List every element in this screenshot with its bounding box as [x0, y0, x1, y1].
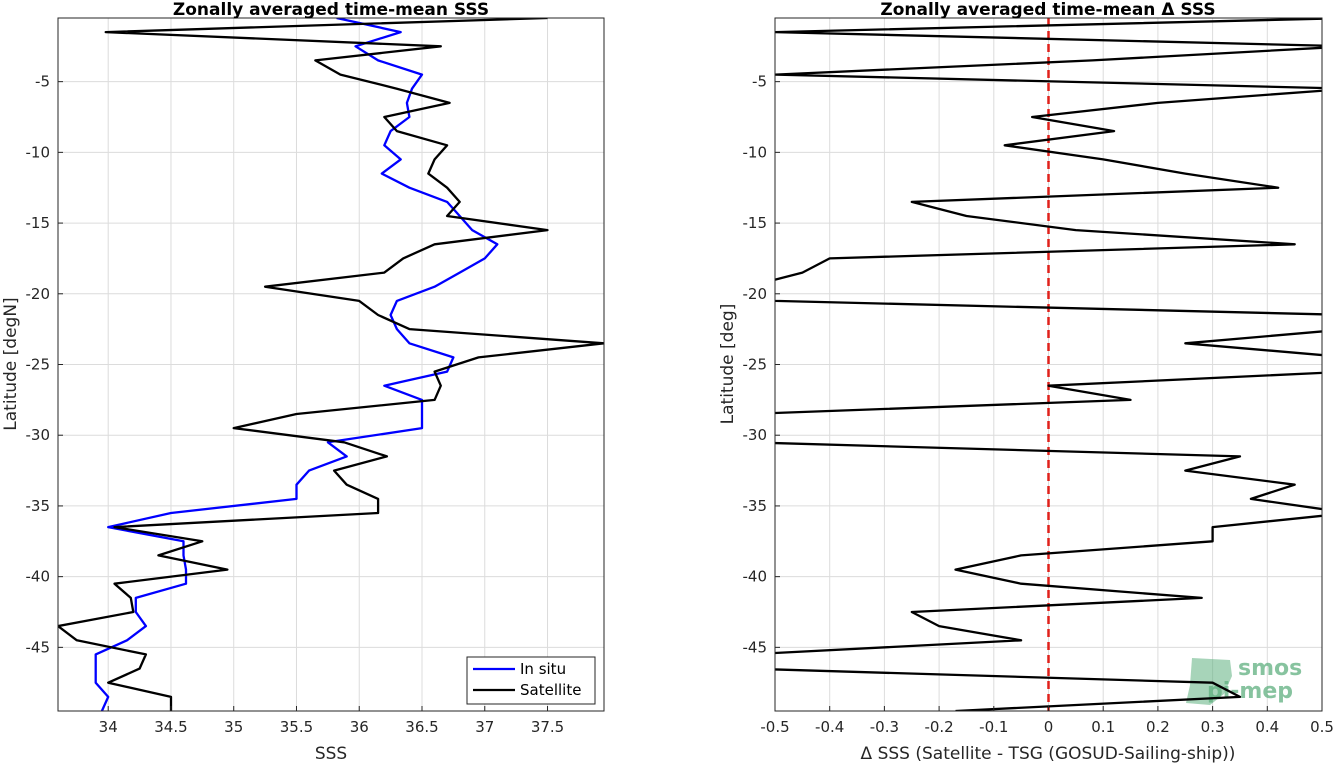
left-x-tick-label: 36.5 [405, 718, 438, 736]
right-x-tick-label: 0.2 [1146, 718, 1170, 736]
left-chart-title: Zonally averaged time-mean SSS [173, 0, 489, 20]
left-y-tick-label: -45 [26, 638, 51, 656]
right-y-tick-label: -5 [752, 73, 767, 91]
legend-box [466, 656, 596, 705]
left-y-tick-label: -5 [35, 73, 50, 91]
right-x-axis-label: Δ SSS (Satellite - TSG (GOSUD-Sailing-sh… [861, 744, 1236, 764]
watermark-line2: pi-mep [1207, 679, 1293, 704]
right-x-tick-label: 0 [1044, 718, 1054, 736]
left-grid [58, 18, 604, 711]
left-y-axis-label: Latitude [degN] [1, 297, 21, 430]
legend-label-satellite: Satellite [520, 681, 581, 699]
left-x-tick-label: 36 [350, 718, 369, 736]
left-y-tick-label: -15 [26, 214, 51, 232]
right-y-tick-label: -10 [743, 143, 768, 161]
left-tick-labels: 34 34.5 35 35.5 36 36.5 37 37.5 -5 -10 -15 -20 -25 -3… [26, 73, 565, 736]
right-tick-labels: -0.5 -0.4 -0.3 -0.2 -0.1 0 0.1 0.2 0.3 0.4 0.5 -5 -1… [743, 73, 1333, 736]
right-y-tick-label: -40 [743, 568, 768, 586]
series-line-satellite [58, 18, 604, 711]
right-x-tick-label: 0.5 [1310, 718, 1333, 736]
right-x-tick-label: 0.4 [1255, 718, 1279, 736]
right-x-tick-label: -0.3 [870, 718, 899, 736]
left-x-tick-label: 37.5 [531, 718, 564, 736]
left-y-tick-label: -10 [26, 143, 51, 161]
right-chart-title: Zonally averaged time-mean Δ SSS [880, 0, 1215, 20]
right-panel-delta-sss: smos pi-mep -0.5 -0.4 -0.3 -0.2 -0.1 0 0.1 0.2 0… [718, 0, 1333, 764]
left-x-tick-label: 35.5 [280, 718, 313, 736]
watermark-line1: smos [1238, 656, 1302, 681]
right-y-tick-label: -35 [743, 497, 768, 515]
right-y-tick-label: -20 [743, 285, 768, 303]
right-x-tick-label: 0.3 [1201, 718, 1225, 736]
legend-label-in-situ: In situ [520, 660, 566, 678]
left-x-tick-label: 34 [99, 718, 118, 736]
left-x-tick-label: 34.5 [154, 718, 187, 736]
left-y-tick-label: -20 [26, 285, 51, 303]
series-line-in-situ [94, 18, 499, 711]
left-y-tick-label: -25 [26, 356, 51, 374]
legend: In situ Satellite [466, 656, 596, 705]
right-y-tick-label: -15 [743, 214, 768, 232]
right-x-tick-label: -0.2 [924, 718, 953, 736]
right-x-tick-label: 0.1 [1091, 718, 1115, 736]
left-y-tick-label: -30 [26, 426, 51, 444]
right-x-tick-label: -0.5 [760, 718, 789, 736]
right-y-tick-label: -25 [743, 356, 768, 374]
series-line-delta-sss [775, 18, 1322, 711]
right-y-tick-label: -45 [743, 638, 768, 656]
left-y-tick-label: -35 [26, 497, 51, 515]
right-y-tick-label: -30 [743, 426, 768, 444]
right-x-tick-label: -0.1 [979, 718, 1008, 736]
right-y-axis-label: Latitude [deg] [718, 304, 738, 425]
left-panel-sss: 34 34.5 35 35.5 36 36.5 37 37.5 -5 -10 -15 -20 -25 -3… [1, 0, 605, 764]
right-x-tick-label: -0.4 [815, 718, 844, 736]
left-y-tick-label: -40 [26, 568, 51, 586]
left-x-tick-label: 37 [475, 718, 494, 736]
left-x-axis-label: SSS [315, 744, 347, 764]
left-x-tick-label: 35 [224, 718, 243, 736]
